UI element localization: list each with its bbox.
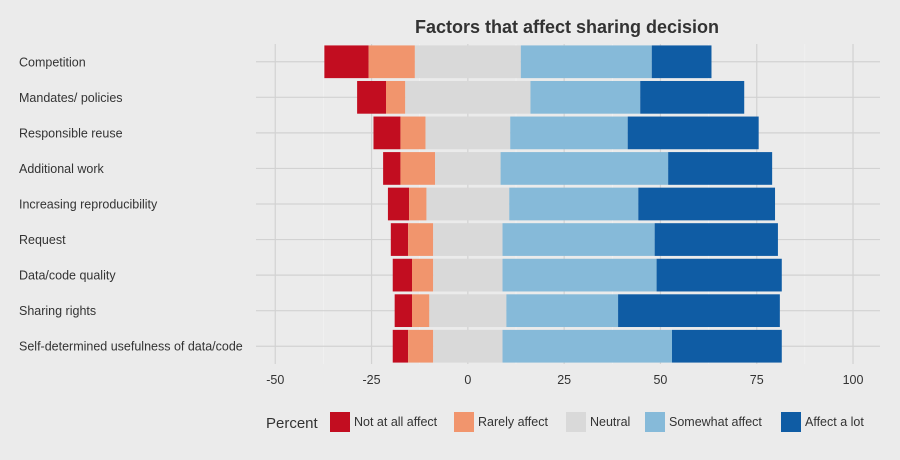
bar-segment [618, 294, 780, 328]
x-axis-tick-labels: -50 -25 0 25 50 75 100 [266, 373, 863, 387]
x-tick-label: 25 [557, 373, 571, 387]
legend-label: Not at all affect [354, 415, 438, 429]
bar-segment [520, 45, 652, 79]
bar-segment [383, 152, 401, 185]
bar-segment [386, 80, 406, 114]
legend-key [454, 412, 474, 432]
bar-segment [638, 187, 776, 221]
legend-key [781, 412, 801, 432]
category-labels: Competition Mandates/ policies Responsible… [19, 55, 243, 353]
bar-segment [433, 258, 503, 292]
bar-segment [509, 187, 639, 221]
legend-key [330, 412, 350, 432]
bar-segment [433, 329, 503, 363]
bar-segment [654, 223, 778, 256]
bar-segment [368, 45, 415, 79]
bar-segment [392, 258, 412, 292]
category-label: Request [19, 233, 66, 247]
bar-segment [412, 294, 430, 328]
bar-segment [651, 45, 712, 79]
bar-segment [390, 223, 409, 256]
bar-segment [387, 187, 410, 221]
category-label: Self-determined usefulness of data/code [19, 340, 243, 354]
category-label: Responsible reuse [19, 126, 123, 140]
bar-segment [405, 80, 531, 114]
category-label: Mandates/ policies [19, 91, 123, 105]
x-tick-label: 75 [750, 373, 764, 387]
bar-segment [408, 329, 434, 363]
bar-segment [672, 329, 782, 363]
x-tick-label: 0 [464, 373, 471, 387]
bar-segment [668, 152, 773, 185]
category-label: Data/code quality [19, 269, 116, 283]
bar-segment [627, 116, 759, 150]
category-label: Increasing reproducibility [19, 198, 158, 212]
legend-label: Somewhat affect [669, 415, 762, 429]
legend-label: Affect a lot [805, 415, 864, 429]
legend: Percent Not at all affect Rarely affect Ne… [266, 412, 864, 432]
bar-segment [502, 223, 655, 256]
legend-key [645, 412, 665, 432]
bar-segment [357, 80, 386, 114]
category-label: Sharing rights [19, 304, 96, 318]
bar-segment [502, 329, 672, 363]
legend-key [566, 412, 586, 432]
bar-segment [400, 116, 426, 150]
chart-title: Factors that affect sharing decision [415, 17, 719, 37]
bar-segment [394, 294, 412, 328]
bar-segment [392, 329, 409, 363]
x-tick-label: 100 [843, 373, 864, 387]
bar-segment [506, 294, 619, 328]
bar-segment [530, 80, 641, 114]
category-label: Additional work [19, 162, 105, 176]
bar-segment [412, 258, 434, 292]
bar-segment [510, 116, 628, 150]
bar-segment [656, 258, 782, 292]
bar-segment [425, 116, 511, 150]
bar-segment [429, 294, 507, 328]
category-label: Competition [19, 55, 86, 69]
legend-label: Rarely affect [478, 415, 548, 429]
bar-segment [433, 223, 503, 256]
legend-items: Not at all affect Rarely affect Neutral Som… [330, 412, 864, 432]
bar-segment [500, 152, 669, 185]
x-tick-label: 50 [653, 373, 667, 387]
bar-segment [414, 45, 521, 79]
legend-label: Neutral [590, 415, 630, 429]
bar-segment [373, 116, 401, 150]
bars [324, 45, 782, 363]
bar-segment [409, 187, 427, 221]
bar-segment [408, 223, 434, 256]
bar-segment [502, 258, 657, 292]
bar-segment [426, 187, 510, 221]
bar-segment [324, 45, 369, 79]
legend-title: Percent [266, 415, 319, 432]
x-tick-label: -25 [363, 373, 381, 387]
bar-segment [435, 152, 501, 185]
bar-segment [640, 80, 745, 114]
bar-segment [400, 152, 436, 185]
x-tick-label: -50 [266, 373, 284, 387]
